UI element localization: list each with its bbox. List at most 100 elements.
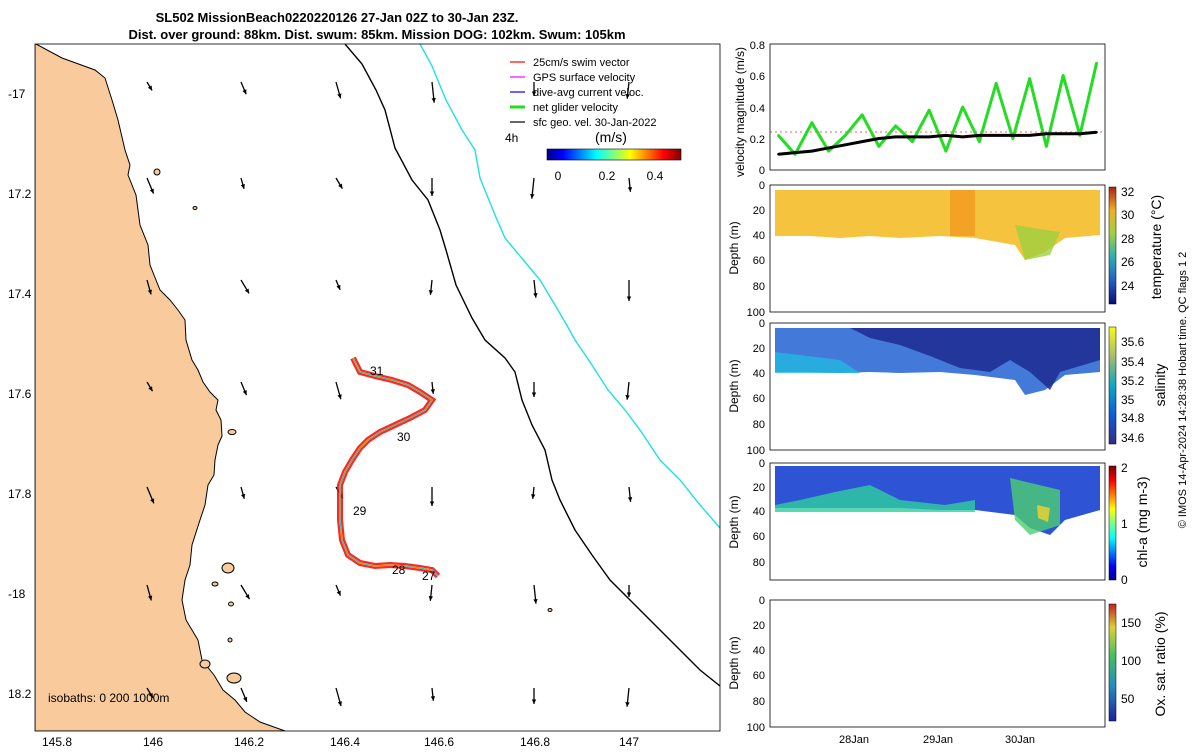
speed-y-ticks: 0 0.2 0.4 0.6 0.8: [750, 40, 765, 177]
geo-velocity-arrow: [240, 486, 246, 499]
geo-velocity-arrow: [146, 381, 154, 392]
speed-panel: 0 0.2 0.4 0.6 0.8 velocity magnitude (m/…: [733, 40, 1106, 177]
speed-colorbar: [546, 148, 682, 161]
oxygen-cblabel: Ox. sat. ratio (%): [1152, 611, 1168, 716]
ox-depth-80: 80: [753, 696, 765, 708]
y-tick-17.2: 17.2: [8, 187, 32, 201]
temperature-colorbar: [1108, 186, 1117, 305]
geo-velocity-arrow: [146, 279, 152, 295]
speed-point: [911, 135, 914, 139]
speed-point: [1061, 132, 1065, 135]
speed-tick-0.2: 0.2: [750, 134, 765, 146]
chla-cb-1: 1: [1121, 517, 1128, 531]
salinity-saline-patch: [775, 352, 860, 373]
chla-depth-60: 60: [753, 531, 765, 543]
sal-depth-100: 100: [747, 445, 765, 457]
geo-velocity-arrow: [240, 687, 248, 703]
temp-cb-24: 24: [1121, 279, 1135, 293]
speed-point: [894, 135, 897, 139]
speed-point: [1011, 137, 1015, 140]
legend-interval: 4h: [505, 131, 518, 145]
ox-cb-100: 100: [1121, 654, 1141, 668]
speed-tick-0: 0: [759, 165, 765, 177]
geo-velocity-arrow: [429, 178, 435, 196]
speed-point: [978, 134, 981, 137]
geo-velocity-arrow: [626, 585, 632, 597]
temperature-hot-patch: [950, 190, 975, 236]
y-tick-17.4: 17.4: [8, 287, 32, 301]
x-tick-146.6: 146.6: [424, 735, 454, 749]
speed-point: [844, 143, 847, 146]
geo-velocity-arrow: [533, 279, 538, 298]
geo-velocity-arrow: [335, 584, 342, 596]
speed-point: [894, 124, 897, 128]
speed-series: [777, 61, 1099, 156]
legend-sfc-geo-velocity: sfc geo. vel. 30-Jan-2022: [510, 117, 657, 129]
legend-label-sfc-geo: sfc geo. vel. 30-Jan-2022: [533, 117, 657, 129]
y-tick-17.0: -17: [8, 87, 26, 101]
geo-velocity-arrow: [240, 381, 248, 396]
oxygen-ylabel: Depth (m): [727, 636, 741, 689]
islands: [153, 168, 553, 684]
coastline-land: [35, 44, 286, 731]
speed-ylabel: velocity magnitude (m/s): [733, 47, 747, 177]
map-legend: 25cm/s swim vector GPS surface velocity …: [505, 57, 682, 183]
day-label-30: 30: [397, 430, 411, 444]
isobaths-label: isobaths: 0 200 1000m: [48, 691, 169, 705]
salinity-y-ticks: 0 20 40 60 80 100: [747, 318, 765, 457]
colorbar-tick-0: 0: [555, 169, 562, 183]
salinity-frame: [769, 322, 1106, 451]
legend-label-swim: 25cm/s swim vector: [533, 57, 630, 69]
speed-point: [994, 134, 998, 137]
legend-label-dive-avg: dive-avg current veloc.: [533, 87, 644, 99]
ox-depth-60: 60: [753, 670, 765, 682]
geo-velocity-arrow: [428, 279, 434, 295]
glider-track: [337, 356, 441, 579]
speed-point: [961, 105, 964, 109]
geo-velocity-arrow: [430, 687, 436, 701]
glider-path-dive: [339, 357, 439, 577]
geo-velocity-arrow: [531, 688, 537, 704]
sal-cb-34.8: 34.8: [1121, 411, 1145, 425]
speed-point: [961, 135, 964, 139]
speed-tick-0.4: 0.4: [750, 103, 765, 115]
sal-cb-34.6: 34.6: [1121, 431, 1145, 445]
geo-velocity-arrow: [531, 486, 536, 499]
chla-y-ticks: 0 20 40 60 80: [753, 458, 765, 569]
geo-velocity-arrow: [530, 177, 535, 199]
geo-velocity-arrow: [533, 584, 538, 604]
speed-point: [827, 149, 830, 153]
chla-depth-40: 40: [753, 506, 765, 518]
speed-point: [1095, 131, 1098, 134]
salinity-fresh-wedge: [850, 328, 1100, 390]
legend-dive-avg-current: dive-avg current veloc.: [510, 87, 644, 99]
speed-tick-0.6: 0.6: [750, 71, 765, 83]
geo-velocity-arrow: [240, 584, 251, 600]
legend-label-gps: GPS surface velocity: [533, 72, 636, 84]
geo-velocity-arrow: [627, 486, 633, 502]
geo-velocity-arrow: [146, 584, 153, 601]
geo-velocity-arrow: [146, 177, 155, 194]
temp-cb-30: 30: [1121, 208, 1135, 222]
salinity-cblabel: salinity: [1152, 364, 1168, 407]
geo-velocity-arrow: [240, 81, 247, 95]
legend-swim-vector: 25cm/s swim vector: [510, 57, 630, 69]
temperature-ylabel: Depth (m): [727, 221, 741, 274]
speed-point: [827, 146, 830, 150]
speed-point: [994, 82, 998, 85]
temp-depth-20: 20: [753, 205, 765, 217]
y-tick-17.8: 17.8: [8, 487, 32, 501]
sal-depth-60: 60: [753, 393, 765, 405]
ox-depth-40: 40: [753, 645, 765, 657]
speed-point: [944, 134, 948, 137]
x-tick-146.2: 146.2: [234, 735, 264, 749]
geo-velocity-arrow: [146, 81, 153, 91]
speed-point: [1078, 132, 1082, 135]
speed-point: [1028, 134, 1031, 137]
geo-velocity-arrow: [335, 279, 341, 291]
speed-point: [911, 140, 914, 143]
sal-cb-35.2: 35.2: [1121, 374, 1145, 388]
chla-cb-2: 2: [1121, 461, 1128, 475]
